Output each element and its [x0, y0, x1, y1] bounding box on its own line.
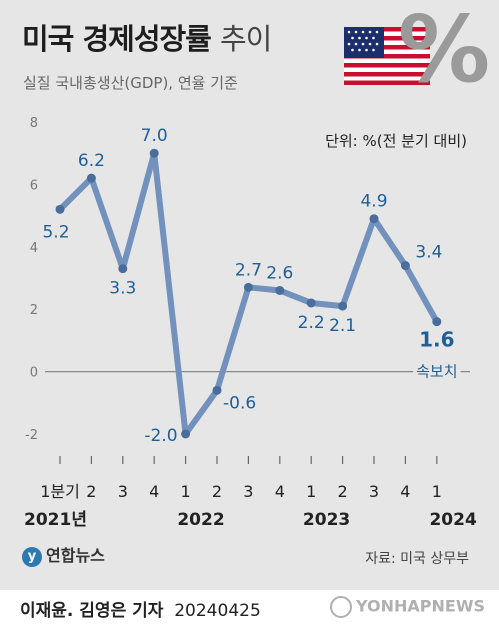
y-tick-label: -2	[25, 428, 38, 443]
source-label: 자료: 미국 상무부	[365, 551, 469, 567]
data-point	[275, 285, 285, 295]
data-point	[306, 298, 316, 308]
x-tick-label: 4	[275, 482, 285, 501]
data-point	[432, 317, 442, 327]
data-point	[338, 301, 348, 311]
x-tick-label: 1	[306, 482, 316, 501]
title-light: 추이	[219, 22, 272, 56]
x-tick-label: 3	[369, 482, 379, 501]
watermark: YONHAPNEWS	[330, 596, 485, 618]
data-label: 2.6	[266, 263, 293, 283]
x-tick-label: 4	[400, 482, 410, 501]
data-point	[118, 264, 128, 274]
annotation-background	[413, 361, 461, 382]
x-tick-label: 2	[212, 482, 222, 501]
data-point	[181, 429, 191, 439]
x-tick-label: 1	[181, 482, 191, 501]
data-point	[400, 261, 410, 271]
unit-label: 단위: %(전 분기 대비)	[325, 132, 467, 150]
x-tick-label: 3	[118, 482, 128, 501]
logo-text: 연합뉴스	[46, 546, 105, 565]
data-label: 4.9	[360, 192, 387, 212]
chart-card	[0, 0, 499, 590]
y-tick-label: 0	[30, 366, 38, 381]
page-title: 미국 경제성장률 추이	[22, 16, 272, 58]
data-point	[149, 148, 159, 158]
y-tick-label: 8	[30, 116, 38, 131]
x-tick-label: 1분기	[40, 482, 80, 501]
watermark-icon	[330, 596, 352, 618]
data-label: 7.0	[141, 126, 168, 146]
data-point	[86, 173, 96, 183]
x-tick-label: 2	[338, 482, 348, 501]
data-label: -2.0	[144, 426, 177, 446]
data-point	[55, 204, 65, 214]
line-chart: 8 6 4 2 0 -2 1분기 2 3 4 1 2 3 4 1 2 3 4 1 2021년 2022 2023 2024 5…	[24, 116, 477, 530]
year-label: 2023	[303, 510, 350, 530]
y-tick-label: 6	[30, 178, 38, 193]
us-flag-icon	[344, 27, 430, 85]
data-label: 3.4	[415, 243, 442, 263]
data-label: 3.3	[109, 279, 136, 299]
x-tick-label: 1	[432, 482, 442, 501]
data-point	[212, 385, 222, 395]
data-label: 2.1	[329, 316, 356, 336]
credit-line: 이재윤. 김영은 기자 20240425	[20, 596, 261, 621]
yonhap-logo-icon: y	[22, 546, 42, 567]
data-point	[369, 214, 379, 224]
x-tick-label: 2	[86, 482, 96, 501]
y-tick-label: 4	[30, 241, 38, 256]
percent-icon: %	[398, 0, 491, 103]
data-label: 2.2	[298, 313, 325, 333]
subtitle: 실질 국내총생산(GDP), 연율 기준	[23, 74, 238, 92]
data-label: 2.7	[235, 260, 262, 280]
annotation-label: 속보치	[416, 363, 457, 381]
data-label: 1.6	[419, 328, 454, 352]
credit-name: 이재윤. 김영은 기자	[20, 601, 164, 621]
year-label: 2022	[177, 510, 224, 530]
credit-date: 20240425	[174, 601, 261, 621]
title-bold: 미국 경제성장률	[22, 22, 212, 56]
year-label: 2024	[429, 510, 476, 530]
y-tick-label: 2	[30, 303, 38, 318]
data-label: 6.2	[78, 151, 105, 171]
yonhap-logo: y 연합뉴스	[22, 542, 105, 567]
x-tick-label: 4	[149, 482, 159, 501]
year-label: 2021년	[24, 510, 87, 530]
data-label: -0.6	[223, 393, 256, 413]
watermark-text: YONHAPNEWS	[356, 596, 485, 616]
data-label: 5.2	[42, 222, 69, 242]
x-tick-label: 3	[243, 482, 253, 501]
data-point	[243, 282, 253, 292]
